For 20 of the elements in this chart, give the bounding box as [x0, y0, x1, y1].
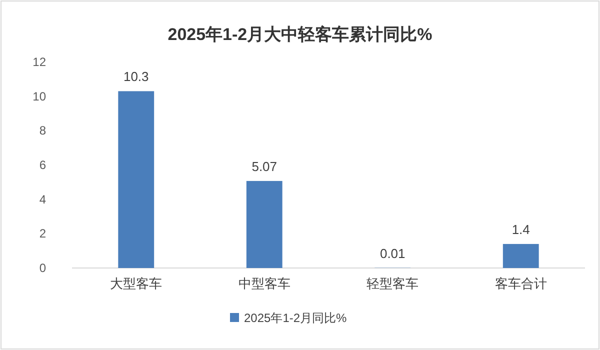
x-tick-label: 中型客车 — [238, 276, 290, 291]
bar — [502, 244, 539, 268]
y-tick-label: 2 — [39, 226, 46, 241]
y-tick-label: 4 — [39, 192, 46, 206]
bar — [118, 91, 154, 268]
y-tick-label: 10 — [32, 89, 46, 104]
legend-label: 2025年1-2月同比% — [244, 311, 348, 325]
data-label: 1.4 — [512, 222, 530, 237]
chart-title: 2025年1-2月大中轻客车累计同比% — [168, 25, 432, 44]
data-label: 0.01 — [380, 246, 406, 261]
y-tick-label: 12 — [32, 55, 46, 69]
x-tick-label: 大型客车 — [110, 276, 162, 291]
y-tick-label: 0 — [39, 261, 46, 275]
y-tick-label: 8 — [39, 124, 46, 138]
data-label: 5.07 — [252, 158, 278, 174]
bar — [246, 180, 282, 268]
x-tick-label: 轻型客车 — [366, 276, 419, 291]
x-tick-label: 客车合计 — [494, 276, 547, 291]
data-label: 10.3 — [123, 69, 149, 84]
y-tick-label: 6 — [39, 158, 46, 172]
